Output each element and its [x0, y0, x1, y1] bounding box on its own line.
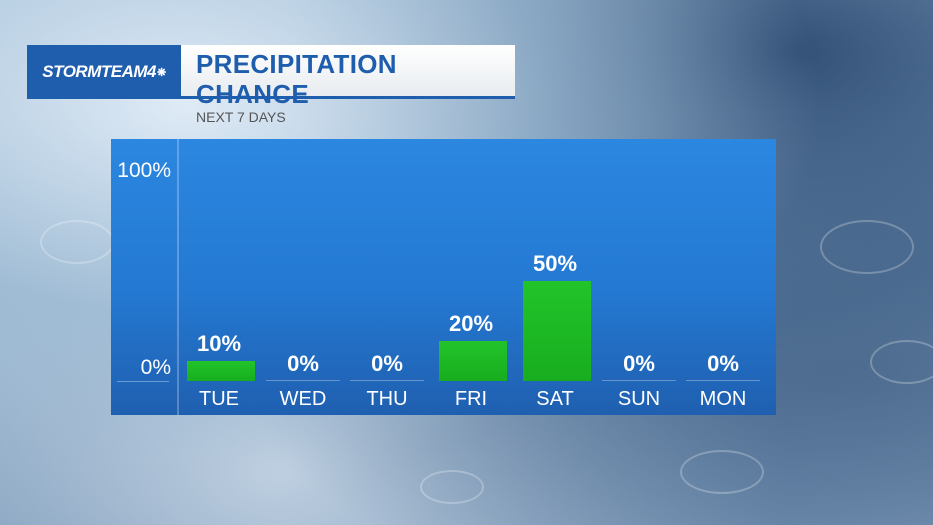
page-subtitle: NEXT 7 DAYS [196, 109, 286, 125]
bar-value-label: 10% [196, 331, 242, 356]
zero-baseline [350, 380, 424, 381]
y-tick-100: 100% [117, 159, 171, 182]
stormteam4-logo: STORMTEAM4 ❋ [27, 45, 181, 99]
logo-text: STORMTEAM4 [42, 62, 156, 81]
bar-value-label: 20% [448, 311, 494, 336]
day-label: FRI [454, 388, 488, 410]
bar-column-sat: 50% SAT [513, 139, 597, 415]
bar [523, 281, 591, 381]
graphic-header: STORMTEAM4 ❋ PRECIPITATION CHANCE NEXT 7 … [27, 45, 515, 125]
bar-value-label: 0% [371, 351, 403, 376]
y-axis: 100% 0% [111, 139, 179, 415]
day-label: SAT [536, 388, 574, 410]
bar-column-sun: 0% SUN [597, 139, 681, 415]
rain-ripple [40, 220, 114, 264]
y-tick-0: 0% [140, 356, 171, 379]
day-label: THU [366, 388, 408, 410]
bar [187, 361, 255, 381]
bar-column-wed: 0% WED [261, 139, 345, 415]
zero-baseline [602, 380, 676, 381]
plot-area: 10% TUE 0% WED 0% THU 20% FRI 50% SAT 0% SUN 0% MON [177, 139, 776, 415]
rain-ripple [820, 220, 914, 274]
zero-baseline [686, 380, 760, 381]
bar-value-label: 0% [623, 351, 655, 376]
precip-bar-chart: 100% 0% 10% TUE 0% WED 0% THU 20% FRI 50% SAT 0% SU… [111, 139, 776, 415]
zero-baseline [266, 380, 340, 381]
y-zero-line [117, 381, 169, 382]
day-label: MON [699, 388, 747, 410]
bar-value-label: 50% [532, 251, 578, 276]
bar-column-mon: 0% MON [681, 139, 765, 415]
rain-ripple [420, 470, 484, 504]
day-label: TUE [199, 388, 239, 410]
day-label: WED [279, 388, 327, 410]
bar-column-thu: 0% THU [345, 139, 429, 415]
bar [439, 341, 507, 381]
bar-column-fri: 20% FRI [429, 139, 513, 415]
rain-ripple [870, 340, 933, 384]
page-title: PRECIPITATION CHANCE [196, 49, 397, 109]
peacock-icon: ❋ [156, 66, 166, 79]
rain-ripple [680, 450, 764, 494]
bar-value-label: 0% [707, 351, 739, 376]
bar-value-label: 0% [287, 351, 319, 376]
bar-column-tue: 10% TUE [177, 139, 261, 415]
day-label: SUN [617, 388, 661, 410]
title-box: PRECIPITATION CHANCE NEXT 7 DAYS [181, 45, 515, 125]
